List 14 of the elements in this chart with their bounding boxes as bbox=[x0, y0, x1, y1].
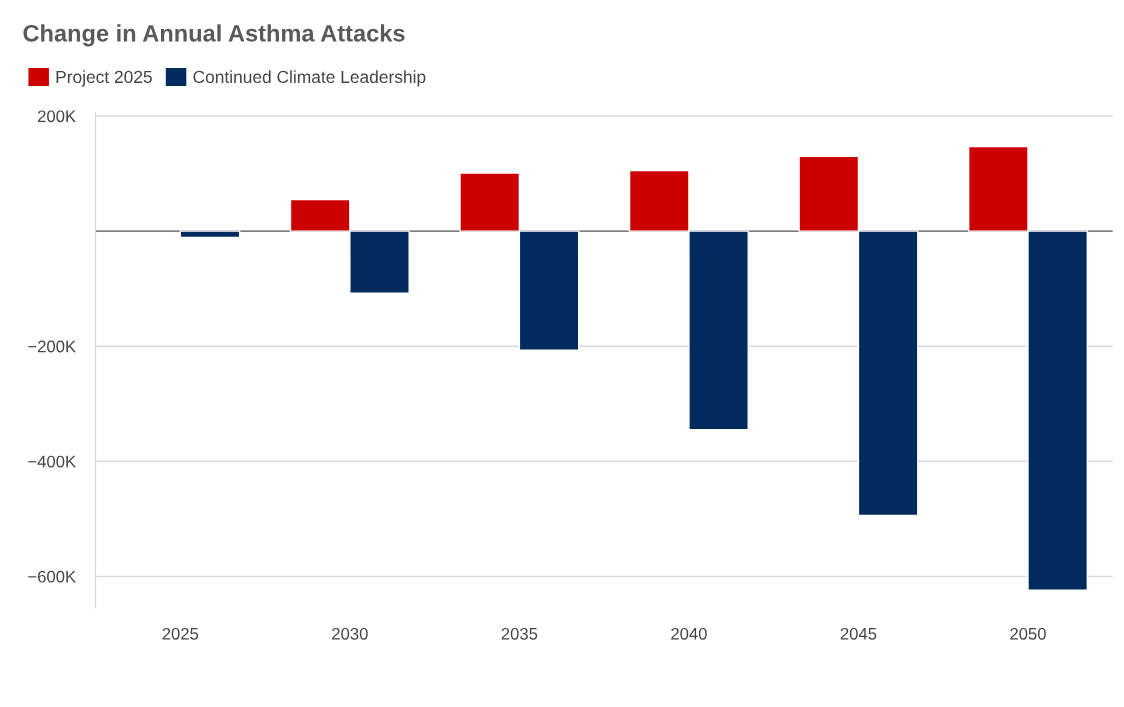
legend-label: Project 2025 bbox=[56, 70, 152, 87]
y-tick-label: −600K bbox=[28, 570, 76, 583]
bar bbox=[179, 230, 241, 239]
x-tick-label: 2030 bbox=[332, 627, 368, 640]
y-tick-label: −200K bbox=[28, 340, 76, 353]
x-tick-label: 2025 bbox=[162, 627, 199, 640]
y-tick-label: −400K bbox=[28, 455, 76, 468]
x-tick-label: 2040 bbox=[671, 627, 707, 640]
x-tick-label: 2050 bbox=[1010, 627, 1046, 640]
x-tick-label: 2035 bbox=[501, 627, 538, 640]
chart-title: Change in Annual Asthma Attacks bbox=[23, 24, 405, 47]
legend-label: Continued Climate Leadership bbox=[193, 70, 426, 87]
x-tick-label: 2045 bbox=[840, 627, 877, 640]
y-tick-label: 200K bbox=[38, 110, 76, 123]
